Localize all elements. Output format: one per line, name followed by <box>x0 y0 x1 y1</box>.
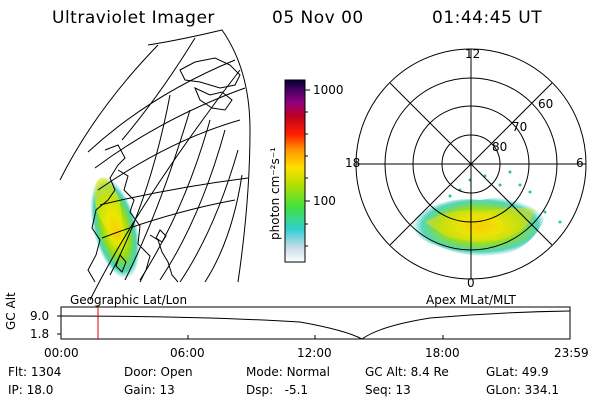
status-glat: GLat: 49.9 <box>486 365 549 379</box>
mlat-label-80: 80 <box>492 140 508 154</box>
polar-diagonal-2 <box>389 82 553 246</box>
coastlines <box>87 57 241 283</box>
geo-panel-caption: Geographic Lat/Lon <box>70 293 188 307</box>
y-tick-label-bottom: 1.8 <box>30 327 50 341</box>
polar-panel-caption: Apex MLat/MLT <box>426 293 516 307</box>
y-tick-label-top: 9.0 <box>30 309 50 323</box>
time-label: 01:44:45 UT <box>432 8 543 28</box>
date-label: 05 Nov 00 <box>272 8 364 28</box>
polar-plot <box>355 48 587 280</box>
mlat-label-70: 70 <box>512 120 528 134</box>
x-tick-label-1200: 12:00 <box>297 346 332 360</box>
colorbar-gradient <box>284 79 306 263</box>
timeline-plot <box>57 306 571 340</box>
timeline-axis-label: GC Alt <box>4 292 18 330</box>
status-flight: Flt: 1304 <box>8 365 62 379</box>
x-tick-label-0000: 00:00 <box>44 346 79 360</box>
status-gc-alt: GC Alt: 8.4 Re <box>365 365 449 379</box>
colorbar-label-100: 100 <box>313 194 336 208</box>
x-tick-label-2359: 23:59 <box>554 346 589 360</box>
x-tick-label-0600: 06:00 <box>170 346 205 360</box>
status-ip: IP: 18.0 <box>8 383 54 397</box>
mlt-label-6: 6 <box>576 156 584 170</box>
altitude-curve <box>60 310 571 340</box>
mlt-label-18: 18 <box>345 156 361 170</box>
timeline-frame <box>60 306 571 340</box>
colorbar-units: photon cm⁻²s⁻¹ <box>268 147 282 240</box>
mlt-label-12: 12 <box>465 47 481 61</box>
colorbar-label-1000: 1000 <box>313 83 344 97</box>
instrument-title: Ultraviolet Imager <box>52 8 215 28</box>
mlat-label-60: 60 <box>538 97 554 111</box>
status-seq: Seq: 13 <box>365 383 411 397</box>
status-dsp: Dsp: -5.1 <box>246 383 309 397</box>
map-graticule <box>59 29 251 301</box>
status-glon: GLon: 334.1 <box>486 383 559 397</box>
x-tick-label-1800: 18:00 <box>425 346 460 360</box>
status-mode: Mode: Normal <box>246 365 330 379</box>
color-scale <box>284 79 310 263</box>
status-gain: Gain: 13 <box>124 383 175 397</box>
status-door: Door: Open <box>124 365 193 379</box>
mlt-label-0: 0 <box>467 276 475 290</box>
geographic-map <box>59 29 251 301</box>
